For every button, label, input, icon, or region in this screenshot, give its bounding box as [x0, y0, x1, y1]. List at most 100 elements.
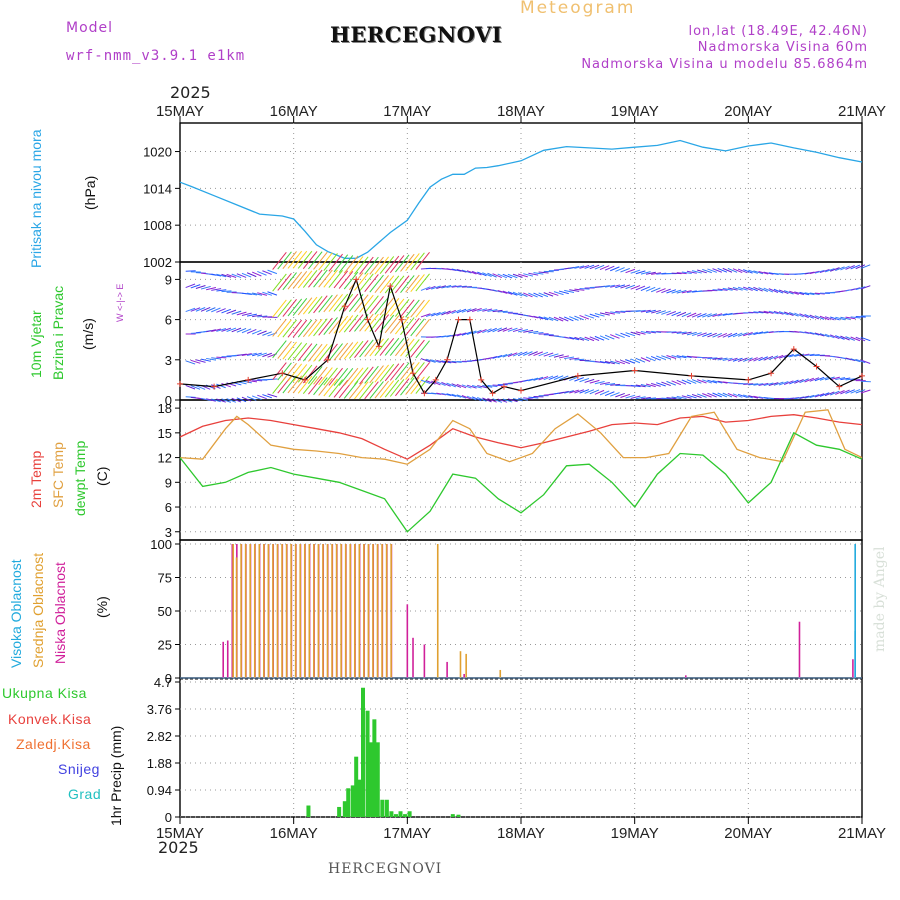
wind-arrow [829, 334, 840, 340]
ytick-label-temperature: 9 [165, 475, 172, 490]
wind-arrow [338, 342, 354, 361]
wind-arrow [610, 334, 620, 339]
wind-arrow [681, 395, 692, 399]
wind-arrow [471, 384, 482, 389]
wind-arrow [328, 343, 343, 362]
wind-arrow [364, 381, 379, 400]
wind-arrow [446, 382, 456, 388]
wind-arrow [323, 253, 338, 271]
wind-arrow [743, 269, 753, 274]
wind-arrow [855, 315, 866, 318]
wind-arrow [528, 377, 539, 382]
wind-arrow [661, 288, 671, 294]
wind-arrow [252, 352, 262, 357]
wind-arrow [835, 377, 846, 381]
wind-arrow [533, 272, 544, 275]
wind-arrow [804, 331, 815, 335]
ytick-label-clouds: 75 [158, 571, 172, 586]
wind-arrow [615, 267, 625, 272]
wind-arrow [768, 310, 779, 315]
wind-arrow [589, 389, 600, 395]
wind-arrow [190, 307, 201, 312]
wind-arrow [584, 389, 595, 394]
wind-arrow [610, 383, 621, 386]
xtick-label-bottom: 18MAY [497, 825, 545, 842]
wind-arrow [333, 270, 349, 289]
wind-arrow [211, 398, 221, 403]
wind-arrow [236, 397, 247, 403]
wind-arrow [773, 354, 784, 360]
wind-arrow [507, 398, 518, 403]
wind-arrow [431, 359, 441, 364]
wind-arrow [620, 284, 631, 289]
wind-arrow [748, 286, 758, 292]
wind-arrow [835, 316, 846, 321]
wind-arrow [292, 319, 308, 338]
wind-arrow [292, 375, 308, 394]
wind-arrow [451, 309, 462, 314]
xtick-label-top: 17MAY [383, 103, 431, 120]
wind-arrow [206, 329, 217, 333]
precip-bar [403, 814, 408, 817]
wind-arrow [482, 328, 492, 334]
wind-arrow [246, 379, 258, 383]
wind-arrow [287, 342, 303, 361]
wind-arrow [850, 287, 861, 291]
wind-arrow [650, 355, 661, 361]
wind-gust-marker [353, 276, 360, 283]
precip-bar [375, 742, 380, 817]
wind-arrow [640, 396, 651, 400]
wind-arrow [348, 314, 364, 333]
wind-gust-marker [211, 383, 218, 390]
wind-arrow [297, 364, 313, 383]
wind-arrow [630, 331, 641, 336]
wind-arrow [328, 253, 343, 272]
wind-arrow [348, 256, 364, 274]
wind-arrow [318, 294, 333, 313]
wind-arrow [446, 360, 457, 364]
wind-arrow [507, 352, 518, 357]
wind-arrow [267, 393, 278, 398]
wind-arrow [374, 338, 390, 357]
ytick-label-temperature: 15 [158, 426, 172, 441]
wind-arrow [333, 368, 349, 386]
wind-arrow [589, 336, 600, 341]
wind-arrow [574, 265, 585, 269]
wind-arrow [691, 393, 702, 399]
wind-arrow [855, 286, 866, 291]
wind-arrow [343, 341, 359, 360]
wind-arrow [348, 367, 364, 386]
wind-arrow [686, 394, 697, 399]
wind-arrow [691, 379, 702, 384]
wind-arrow [221, 308, 231, 314]
wind-arrow [415, 299, 430, 318]
wind-arrow [359, 294, 374, 313]
wind-gust-marker [245, 376, 252, 383]
wind-arrow [691, 312, 702, 318]
wind-arrow [610, 284, 621, 288]
wind-arrow [471, 329, 482, 335]
wind-arrow [604, 360, 615, 365]
wind-arrow [727, 357, 738, 362]
wind-arrow [553, 316, 564, 322]
wind-arrow [487, 356, 498, 360]
wind-arrow [374, 275, 390, 293]
wind-arrow [824, 316, 835, 321]
wind-arrow [855, 389, 866, 394]
wind-arrow [492, 354, 503, 359]
wind-arrow [466, 395, 477, 401]
wind-arrow [697, 393, 707, 398]
wind-arrow [717, 392, 728, 398]
wind-arrow [758, 310, 769, 314]
wind-arrow [727, 392, 738, 398]
wind-gust-marker [768, 370, 775, 377]
wind-arrow [737, 268, 748, 274]
wind-arrow [282, 341, 297, 360]
wind-arrow [860, 264, 871, 269]
wind-arrow [369, 365, 384, 384]
wind-arrow [374, 314, 390, 333]
wind-arrow [824, 268, 835, 273]
wind-arrow [277, 340, 292, 359]
wind-arrow [615, 360, 625, 365]
wind-arrow [804, 353, 815, 357]
